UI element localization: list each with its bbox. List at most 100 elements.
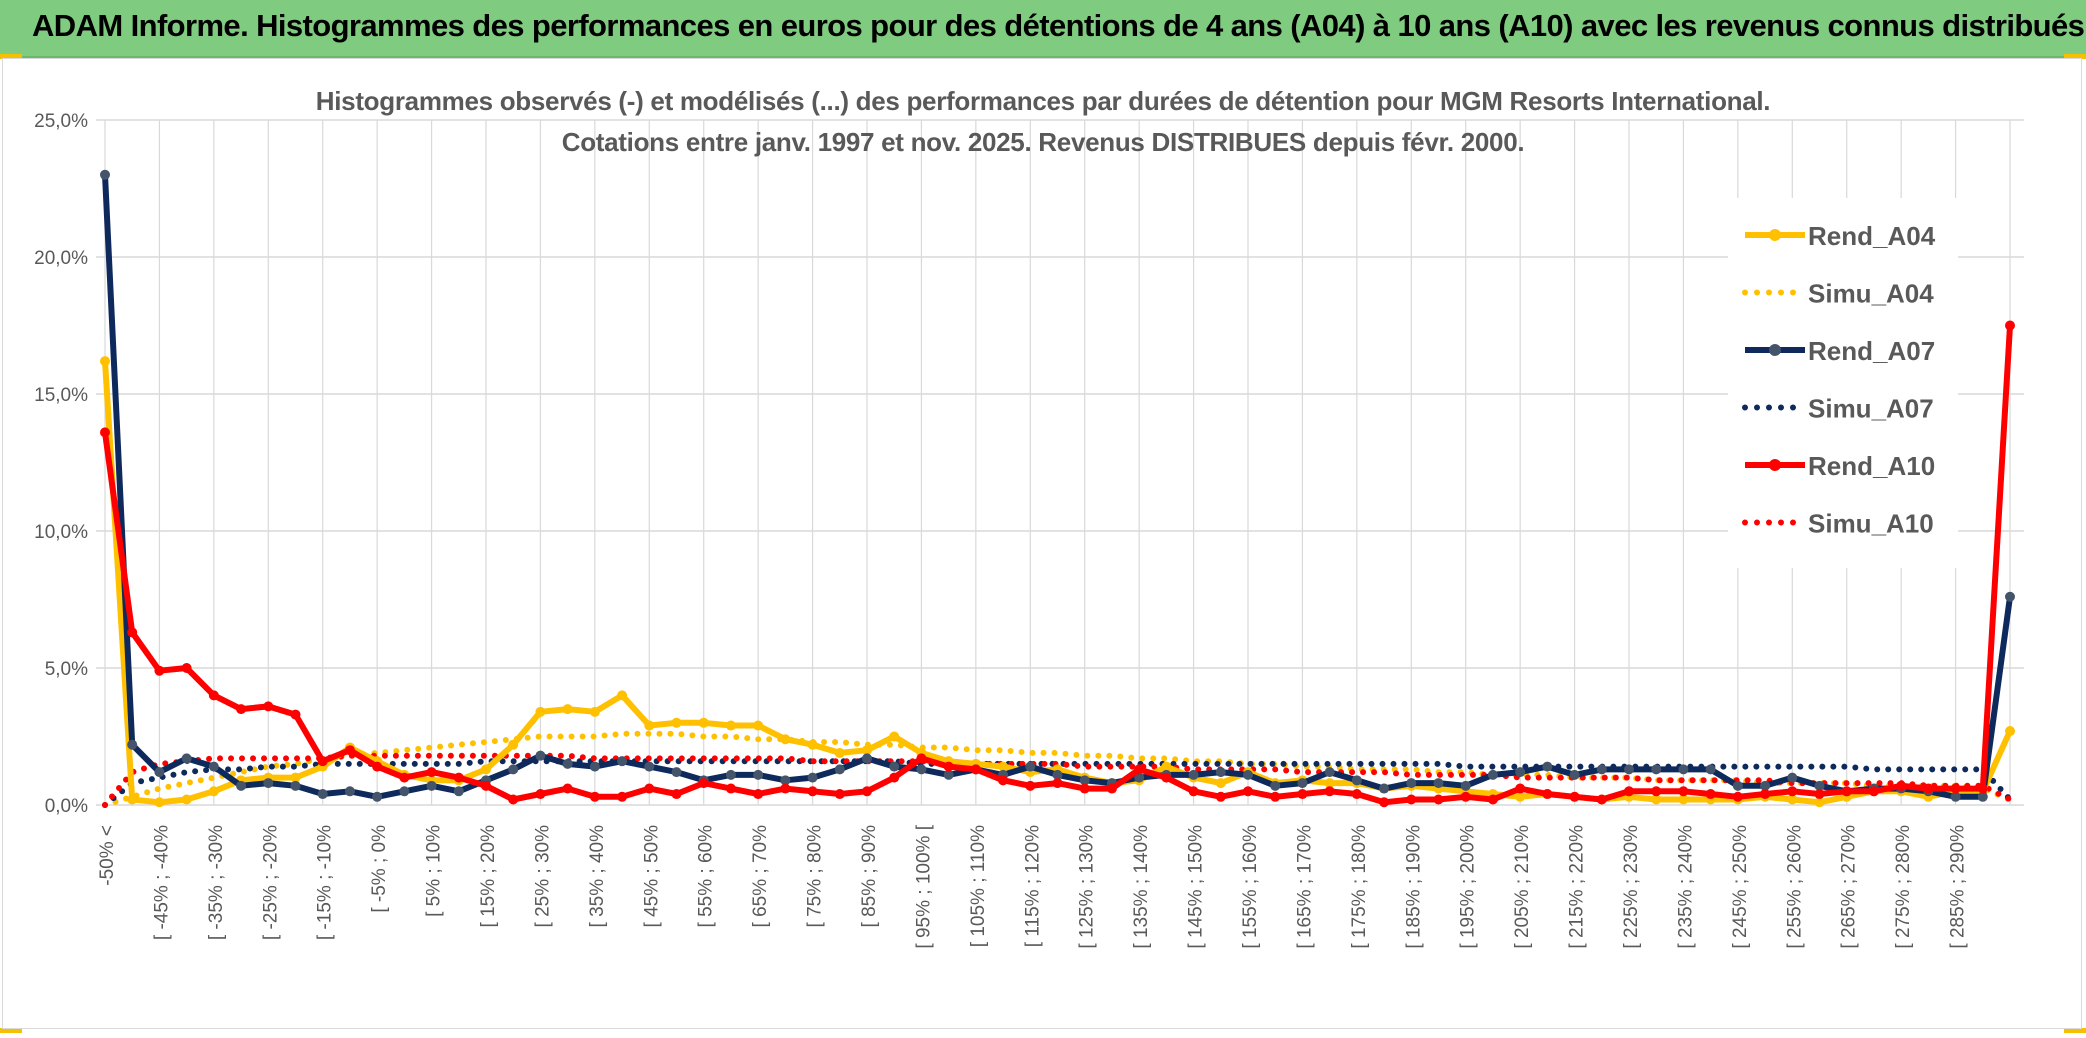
series-point-rend-a10 bbox=[943, 761, 954, 772]
series-point-rend-a07 bbox=[317, 789, 328, 800]
series-point-rend-a07 bbox=[236, 780, 247, 791]
series-point-rend-a10 bbox=[753, 789, 764, 800]
x-tick-label: [ -25% ; -20% bbox=[260, 825, 281, 940]
legend-label-simu-a10: Simu_A10 bbox=[1808, 509, 1934, 539]
series-point-rend-a10 bbox=[344, 745, 355, 756]
series-point-rend-a07 bbox=[535, 750, 546, 761]
series-point-rend-a07 bbox=[1433, 778, 1444, 789]
series-point-rend-a10 bbox=[1760, 789, 1771, 800]
series-point-rend-a10 bbox=[1106, 783, 1117, 794]
series-point-rend-a07 bbox=[725, 769, 736, 780]
series-point-rend-a07 bbox=[508, 764, 519, 775]
x-tick-label: [ 165% ; 170% bbox=[1294, 825, 1315, 949]
x-tick-label: [ 275% ; 280% bbox=[1893, 825, 1914, 949]
series-point-rend-a10 bbox=[1297, 789, 1308, 800]
series-point-rend-a04 bbox=[154, 797, 165, 808]
y-tick-label: 0,0% bbox=[45, 796, 88, 817]
series-point-rend-a07 bbox=[807, 772, 818, 783]
series-point-rend-a07 bbox=[181, 753, 192, 764]
y-tick-label: 10,0% bbox=[34, 522, 88, 543]
series-point-rend-a07 bbox=[344, 786, 355, 797]
series-point-rend-a10 bbox=[1624, 786, 1634, 797]
x-tick-label: [ 215% ; 220% bbox=[1567, 825, 1588, 949]
series-point-rend-a04 bbox=[127, 794, 138, 805]
series-point-rend-a10 bbox=[208, 690, 219, 701]
x-tick-label: [ 95% ; 100% [ bbox=[913, 824, 934, 948]
series-point-rend-a10 bbox=[535, 789, 546, 800]
series-point-rend-a07 bbox=[834, 764, 845, 775]
series-point-rend-a04 bbox=[1814, 797, 1825, 808]
legend-label-simu-a07: Simu_A07 bbox=[1808, 394, 1934, 424]
series-point-rend-a10 bbox=[1515, 783, 1526, 794]
series-point-rend-a04 bbox=[1678, 794, 1689, 805]
series-point-rend-a07 bbox=[1651, 764, 1662, 775]
series-point-rend-a07 bbox=[916, 764, 927, 775]
series-point-rend-a07 bbox=[2005, 591, 2015, 602]
chart-title: Histogrammes observés (-) et modélisés (… bbox=[316, 86, 1770, 116]
series-point-rend-a04 bbox=[889, 731, 900, 742]
series-point-rend-a10 bbox=[589, 791, 600, 802]
series-point-rend-a10 bbox=[1814, 789, 1825, 800]
x-tick-label: [ 255% ; 260% bbox=[1784, 825, 1805, 949]
series-point-rend-a04 bbox=[753, 720, 764, 731]
series-line-rend-a04 bbox=[102, 358, 2013, 806]
series-point-rend-a10 bbox=[617, 791, 628, 802]
series-point-rend-a07 bbox=[644, 761, 655, 772]
series-point-rend-a07 bbox=[589, 761, 600, 772]
x-tick-label: -50% < bbox=[97, 825, 118, 886]
corner-accent-right bbox=[2064, 54, 2086, 59]
series-point-rend-a04 bbox=[617, 690, 628, 701]
series-point-rend-a07 bbox=[1324, 767, 1335, 778]
series-point-rend-a10 bbox=[1542, 789, 1553, 800]
x-tick-label: [ 25% ; 30% bbox=[532, 825, 553, 928]
series-point-rend-a07 bbox=[1678, 764, 1689, 775]
series-point-rend-a10 bbox=[1732, 791, 1743, 802]
series-point-rend-a07 bbox=[399, 786, 410, 797]
x-tick-label: [ 115% ; 120% bbox=[1022, 825, 1043, 947]
series-point-rend-a07 bbox=[889, 761, 900, 772]
series-point-rend-a04 bbox=[1161, 761, 1172, 772]
legend-marker-rend-a04 bbox=[1769, 229, 1781, 241]
x-tick-label: [ -5% ; 0% bbox=[369, 825, 390, 913]
legend-label-rend-a10: Rend_A10 bbox=[1808, 451, 1935, 481]
x-tick-label: [ -35% ; -30% bbox=[206, 825, 227, 940]
series-point-rend-a04 bbox=[862, 745, 872, 756]
series-point-rend-a10 bbox=[1134, 764, 1145, 775]
x-tick-label: [ 205% ; 210% bbox=[1512, 825, 1533, 949]
series-point-rend-a10 bbox=[1787, 786, 1798, 797]
histogram-chart: 0,0% 5,0% 10,0% 15,0% 20,0% 25,0% -50% < [ -45%… bbox=[34, 86, 2024, 949]
series-point-rend-a04 bbox=[290, 772, 301, 783]
series-point-rend-a04 bbox=[834, 747, 845, 758]
series-point-rend-a04 bbox=[698, 717, 709, 728]
series-point-rend-a10 bbox=[1351, 789, 1362, 800]
series-point-rend-a04 bbox=[807, 739, 818, 750]
series-point-rend-a07 bbox=[1379, 783, 1390, 794]
series-point-rend-a10 bbox=[1977, 783, 1988, 794]
series-point-rend-a10 bbox=[372, 761, 383, 772]
series-point-rend-a04 bbox=[208, 786, 219, 797]
series-point-rend-a10 bbox=[1705, 789, 1716, 800]
series-point-rend-a07 bbox=[862, 753, 872, 764]
series-point-rend-a07 bbox=[1950, 791, 1961, 802]
series-point-rend-a04 bbox=[2005, 726, 2015, 737]
series-point-rend-a10 bbox=[834, 789, 845, 800]
series-point-rend-a07 bbox=[1542, 761, 1553, 772]
corner-accent-left bbox=[0, 54, 22, 59]
x-tick-label: [ 285% ; 290% bbox=[1948, 825, 1969, 949]
series-point-rend-a07 bbox=[1270, 780, 1281, 791]
series-point-rend-a10 bbox=[725, 783, 736, 794]
series-point-rend-a10 bbox=[862, 786, 872, 797]
chart-area: 0,0% 5,0% 10,0% 15,0% 20,0% 25,0% -50% < [ -45%… bbox=[0, 58, 2086, 1033]
x-tick-label: [ -15% ; -10% bbox=[315, 825, 336, 940]
series-point-rend-a04 bbox=[780, 734, 791, 745]
series-point-rend-a07 bbox=[1079, 775, 1090, 786]
x-tick-label: [ 235% ; 240% bbox=[1675, 825, 1696, 949]
series-point-rend-a07 bbox=[372, 791, 383, 802]
series-point-rend-a07 bbox=[1134, 772, 1145, 783]
series-point-rend-a10 bbox=[154, 665, 165, 676]
series-point-rend-a04 bbox=[1515, 791, 1526, 802]
series-point-rend-a07 bbox=[1351, 775, 1362, 786]
series-point-rend-a10 bbox=[1379, 797, 1390, 808]
series-point-rend-a10 bbox=[644, 783, 655, 794]
series-point-rend-a10 bbox=[508, 794, 519, 805]
